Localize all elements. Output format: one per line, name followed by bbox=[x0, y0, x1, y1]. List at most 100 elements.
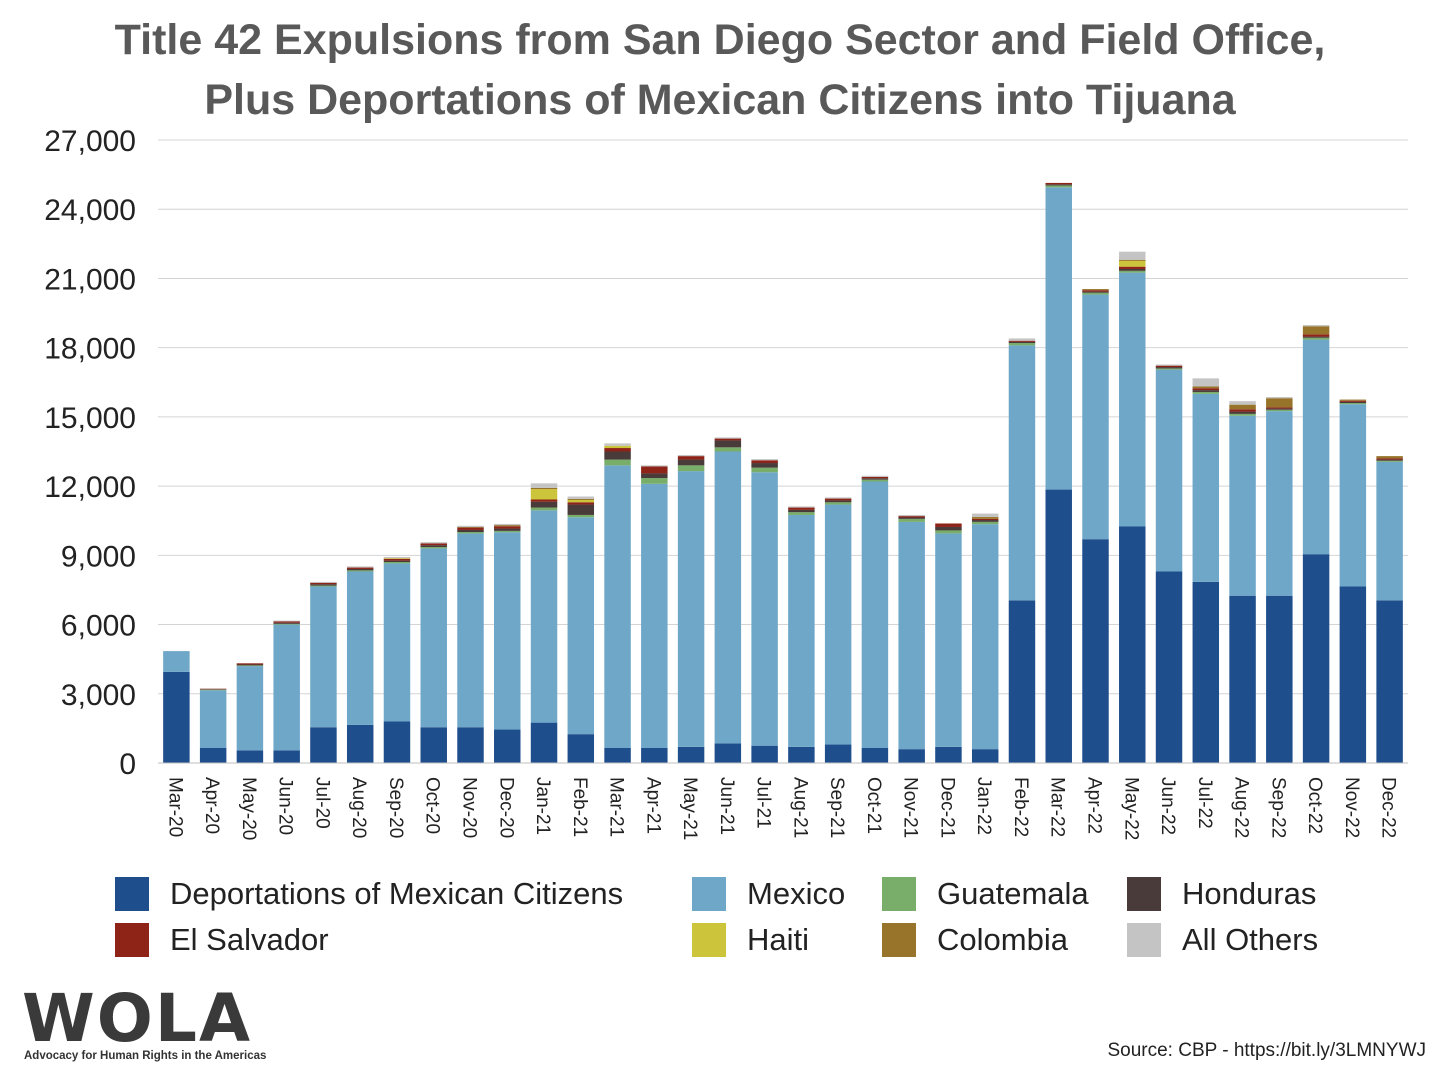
bar-segment bbox=[273, 621, 300, 623]
bar-segment bbox=[1266, 411, 1293, 596]
bar-segment bbox=[1082, 289, 1109, 291]
bar-segment bbox=[1376, 460, 1403, 462]
bar-segment bbox=[1229, 413, 1256, 416]
bar-segment bbox=[310, 582, 337, 585]
legend-swatch-mexico bbox=[692, 877, 726, 911]
bar-segment bbox=[604, 445, 631, 449]
y-tick-label: 24,000 bbox=[44, 194, 136, 227]
x-tick-label: Jul-20 bbox=[311, 777, 332, 829]
bar-segment bbox=[1008, 341, 1036, 344]
legend-swatch-honduras bbox=[1127, 877, 1161, 911]
y-tick-label: 15,000 bbox=[44, 402, 136, 435]
x-tick-label: Jun-20 bbox=[275, 777, 296, 835]
wola-logo-tagline: Advocacy for Human Rights in the America… bbox=[24, 1050, 267, 1062]
bar-segment bbox=[751, 460, 778, 464]
bar-segment bbox=[530, 722, 558, 763]
bar-segment bbox=[1192, 390, 1220, 392]
y-tick-label: 6,000 bbox=[61, 610, 136, 643]
bar-segment bbox=[494, 532, 521, 730]
bar-segment bbox=[236, 665, 264, 667]
bar-segment bbox=[861, 748, 889, 763]
bar-segment bbox=[1192, 386, 1220, 389]
x-tick-label: Mar-22 bbox=[1047, 777, 1068, 837]
bar-segment bbox=[604, 748, 631, 763]
x-tick-label: Aug-20 bbox=[348, 777, 369, 838]
bar-segment bbox=[1302, 325, 1330, 327]
bar-segment bbox=[898, 749, 925, 763]
y-tick-label: 0 bbox=[119, 748, 136, 781]
bar-segment bbox=[530, 483, 558, 488]
bar-segment bbox=[1008, 343, 1036, 346]
x-tick-label: Mar-21 bbox=[606, 777, 627, 837]
bar-segment bbox=[1376, 600, 1403, 763]
bar-segment bbox=[1339, 400, 1367, 402]
bar-segment bbox=[494, 523, 521, 526]
bar-segment bbox=[1119, 251, 1146, 260]
bar-segment bbox=[457, 525, 484, 527]
bar-segment bbox=[861, 478, 889, 480]
bar-segment bbox=[1266, 409, 1293, 412]
bar-segment bbox=[1229, 404, 1256, 410]
bar-segment bbox=[1119, 270, 1146, 273]
bar-segment bbox=[971, 520, 999, 522]
bar-segment bbox=[1119, 266, 1146, 269]
x-tick-label: May-22 bbox=[1120, 777, 1141, 840]
bar-segment bbox=[824, 497, 852, 499]
bar-segment bbox=[604, 443, 631, 446]
x-tick-label: Dec-22 bbox=[1378, 777, 1399, 838]
bar-segment bbox=[273, 620, 300, 622]
x-tick-label: Apr-21 bbox=[642, 777, 663, 834]
bar-segment bbox=[788, 507, 815, 510]
bar-segment bbox=[273, 623, 300, 625]
legend-item-deportations: Deportations of Mexican Citizens bbox=[115, 876, 623, 912]
bar-segment bbox=[641, 465, 668, 467]
bar-segment bbox=[1082, 291, 1109, 293]
source-note: Source: CBP - https://bit.ly/3LMNYWJ bbox=[1107, 1040, 1426, 1061]
bar-segment bbox=[1266, 595, 1293, 763]
bar-segment bbox=[1045, 185, 1072, 188]
bar-segment bbox=[788, 512, 815, 515]
bar-segment bbox=[824, 504, 852, 745]
bar-segment bbox=[1339, 399, 1367, 401]
x-tick-label: Oct-22 bbox=[1304, 777, 1325, 834]
bar-segment bbox=[1192, 388, 1220, 391]
bar-segment bbox=[1008, 345, 1036, 601]
bar-segment bbox=[1008, 340, 1036, 342]
bar-segment bbox=[346, 724, 374, 763]
x-tick-label: Nov-21 bbox=[900, 777, 921, 838]
bar-segment bbox=[1045, 182, 1072, 185]
legend-label-colombia: Colombia bbox=[937, 922, 1068, 957]
bar-segment bbox=[383, 560, 411, 563]
bar-segment bbox=[604, 448, 631, 452]
bar-segment bbox=[1266, 398, 1293, 408]
bar-segment bbox=[1155, 365, 1183, 368]
bar-segment bbox=[1192, 581, 1220, 763]
bar-segment bbox=[1119, 272, 1146, 527]
x-tick-label: Jun-21 bbox=[716, 777, 737, 835]
x-tick-label: Jan-21 bbox=[532, 777, 553, 835]
chart-title-line-1: Title 42 Expulsions from San Diego Secto… bbox=[114, 16, 1326, 64]
bar-segment bbox=[971, 524, 999, 750]
bar-segment bbox=[677, 465, 705, 472]
bar-segment bbox=[824, 500, 852, 503]
bar-segment bbox=[824, 502, 852, 505]
bar-segment bbox=[1302, 334, 1330, 337]
bar-segment bbox=[567, 514, 595, 518]
legend-label-honduras: Honduras bbox=[1182, 876, 1317, 911]
legend-label-el-salvador: El Salvador bbox=[170, 922, 329, 957]
x-tick-label: Dec-20 bbox=[495, 777, 516, 838]
legend-item-haiti: Haiti bbox=[692, 922, 809, 958]
bar-segment bbox=[1266, 407, 1293, 409]
bar-segment bbox=[898, 517, 925, 519]
bar-segment bbox=[788, 746, 815, 763]
bar-segment bbox=[346, 571, 374, 725]
bar-segment bbox=[346, 566, 374, 568]
legend-label-all-others: All Others bbox=[1182, 922, 1319, 957]
x-tick-label: Nov-20 bbox=[459, 777, 480, 838]
bar-segment bbox=[457, 727, 484, 763]
bar-segment bbox=[457, 526, 484, 528]
bar-segment bbox=[310, 727, 337, 763]
legend-label-mexico: Mexico bbox=[747, 876, 846, 911]
bar-segment bbox=[163, 651, 190, 672]
chart-title-line-2: Plus Deportations of Mexican Citizens in… bbox=[204, 76, 1236, 124]
